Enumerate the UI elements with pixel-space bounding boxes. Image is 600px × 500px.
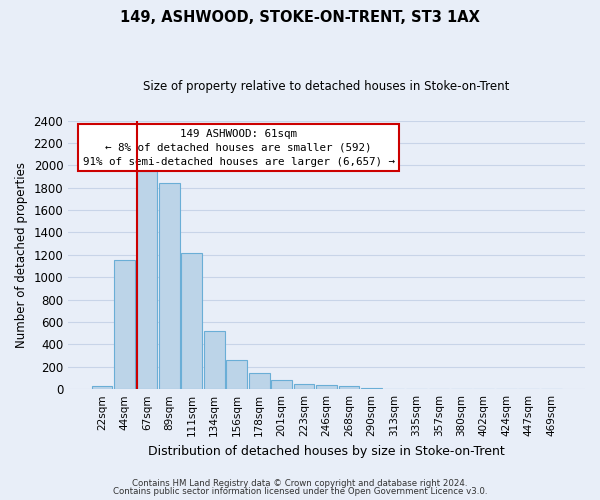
- Bar: [361, 388, 382, 389]
- Bar: [114, 260, 135, 389]
- Bar: [249, 372, 269, 389]
- Bar: [226, 360, 247, 389]
- Text: 149, ASHWOOD, STOKE-ON-TRENT, ST3 1AX: 149, ASHWOOD, STOKE-ON-TRENT, ST3 1AX: [120, 10, 480, 25]
- Bar: [137, 171, 157, 389]
- Bar: [271, 380, 292, 389]
- X-axis label: Distribution of detached houses by size in Stoke-on-Trent: Distribution of detached houses by size …: [148, 444, 505, 458]
- Bar: [159, 183, 179, 389]
- Bar: [92, 386, 112, 389]
- Bar: [181, 252, 202, 389]
- Bar: [383, 388, 404, 389]
- Bar: [316, 385, 337, 389]
- Bar: [204, 331, 224, 389]
- Text: Contains public sector information licensed under the Open Government Licence v3: Contains public sector information licen…: [113, 487, 487, 496]
- Text: 149 ASHWOOD: 61sqm
← 8% of detached houses are smaller (592)
91% of semi-detache: 149 ASHWOOD: 61sqm ← 8% of detached hous…: [83, 128, 395, 166]
- Bar: [294, 384, 314, 389]
- Title: Size of property relative to detached houses in Stoke-on-Trent: Size of property relative to detached ho…: [143, 80, 510, 93]
- Text: Contains HM Land Registry data © Crown copyright and database right 2024.: Contains HM Land Registry data © Crown c…: [132, 478, 468, 488]
- Y-axis label: Number of detached properties: Number of detached properties: [15, 162, 28, 348]
- Bar: [339, 386, 359, 389]
